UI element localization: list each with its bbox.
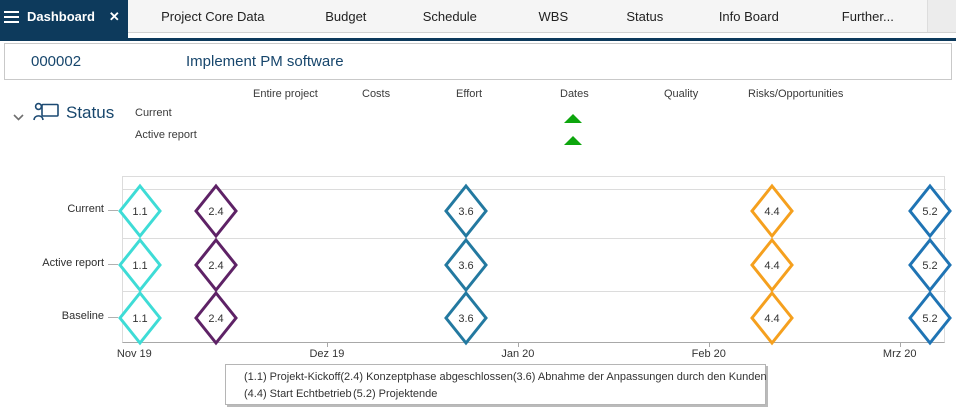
svg-text:1.1: 1.1 [133,206,148,218]
svg-text:2.4: 2.4 [208,206,223,218]
svg-text:5.2: 5.2 [923,206,938,218]
svg-text:3.6: 3.6 [459,313,474,325]
tab-wbs[interactable]: WBS [538,8,569,24]
svg-text:3.6: 3.6 [459,206,474,218]
axis-month-label: Mrz 20 [882,348,917,360]
axis-month-label: Jan 20 [501,348,535,360]
axis-month-label: Dez 19 [309,348,345,360]
milestone-trend-chart: 1.1 2.4 3.6 4.4 5.2 1.1 2.4 3.6 4.4 5.2 1.1 2.4 3.6 4… [118,176,953,346]
tab-schedule[interactable]: Schedule [422,8,477,24]
status-col-entire-project: Entire project [253,88,318,100]
tab-info-board[interactable]: Info Board [718,8,779,24]
tab-status[interactable]: Status [626,8,664,24]
axis-tick [708,343,710,347]
axis-month-label: Feb 20 [691,348,726,360]
chart-gridline [123,238,946,239]
status-col-dates: Dates [560,88,589,100]
chart-row-label: Baseline [61,309,104,322]
chart-row-label: Current [67,203,104,215]
trend-up-icon [564,114,582,123]
project-id: 000002 [31,53,82,70]
axis-tick [899,343,901,347]
legend-item: (1.1) Projekt-Kickoff [244,371,341,383]
axis-tick [517,343,519,347]
milestone-5.2[interactable]: 5.2 [907,183,953,239]
milestone-4.4[interactable]: 4.4 [749,183,795,239]
svg-text:1.1: 1.1 [133,313,148,325]
svg-text:1.1: 1.1 [133,260,148,272]
chart-row-tick [108,316,118,318]
tab-bar: Dashboard ✕ Project Core Data Budget Sch… [0,0,956,41]
milestone-2.4[interactable]: 2.4 [193,183,239,239]
milestone-1.1[interactable]: 1.1 [117,290,163,346]
legend-item: (3.6) Abnahme der Anpassungen durch den … [512,371,767,383]
svg-text:4.4: 4.4 [765,313,780,325]
status-row-active-report-label: Active report [135,129,197,141]
svg-text:5.2: 5.2 [923,260,938,272]
svg-text:4.4: 4.4 [765,206,780,218]
milestone-2.4[interactable]: 2.4 [193,290,239,346]
status-col-risks-opportunities: Risks/Opportunities [748,88,844,100]
chart-gridline [123,291,946,292]
tabbar-end-cap [926,0,956,32]
chart-row-tick [108,210,118,211]
status-section-title: Status [66,103,115,122]
svg-text:2.4: 2.4 [208,313,223,325]
chart-gridline [123,189,946,190]
status-col-quality: Quality [664,88,699,100]
menu-icon[interactable] [4,10,19,23]
project-header: 000002 Implement PM software [4,43,952,80]
tab-budget[interactable]: Budget [325,8,367,24]
milestone-3.6[interactable]: 3.6 [443,183,489,239]
status-section-icon [33,100,60,127]
close-icon[interactable]: ✕ [108,9,120,24]
milestone-3.6[interactable]: 3.6 [443,290,489,346]
milestone-5.2[interactable]: 5.2 [907,290,953,346]
legend-item: (5.2) Projektende [353,388,438,400]
trend-up-icon [564,136,582,145]
chart-row-tick [108,263,118,265]
svg-text:2.4: 2.4 [208,260,223,272]
status-row-current-label: Current [135,107,172,119]
status-col-effort: Effort [456,88,483,100]
svg-text:3.6: 3.6 [459,260,474,272]
tab-dashboard-label: Dashboard [27,9,95,24]
status-col-costs: Costs [362,88,391,100]
tab-project-core-data[interactable]: Project Core Data [161,8,265,24]
chart-row-label: Active report [42,256,104,269]
chart-legend: (1.1) Projekt-Kickoff (2.4) Konzeptphase … [225,364,767,405]
milestone-1.1[interactable]: 1.1 [117,183,163,239]
header-accent-line [0,38,956,41]
tab-dashboard[interactable]: Dashboard ✕ [0,0,128,41]
chevron-down-icon[interactable] [12,109,25,127]
tab-further[interactable]: Further... [841,8,894,24]
milestone-1.1[interactable]: 1.1 [117,237,163,293]
milestone-3.6[interactable]: 3.6 [443,237,489,293]
legend-item: (2.4) Konzeptphase abgeschlossen [340,371,513,383]
milestone-4.4[interactable]: 4.4 [749,237,795,293]
milestone-2.4[interactable]: 2.4 [193,237,239,293]
svg-text:4.4: 4.4 [765,260,780,272]
legend-item: (4.4) Start Echtbetrieb [244,388,352,400]
project-title: Implement PM software [186,53,344,70]
milestone-5.2[interactable]: 5.2 [907,237,953,293]
axis-tick [326,343,328,347]
svg-text:5.2: 5.2 [923,313,938,325]
axis-month-label: Nov 19 [116,348,152,360]
milestone-4.4[interactable]: 4.4 [749,290,795,346]
